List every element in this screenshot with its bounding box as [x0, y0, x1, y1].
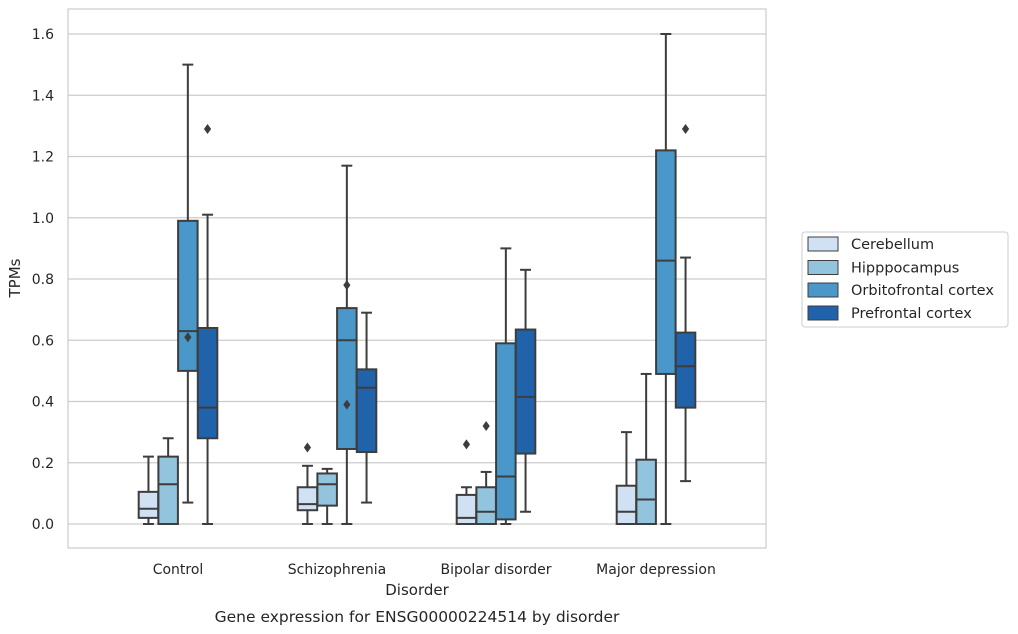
box-plot: [674, 123, 697, 483]
box-plot: [196, 123, 219, 525]
outlier-point: [303, 442, 312, 453]
box-group: [455, 247, 537, 525]
chart-caption: Gene expression for ENSG00000224514 by d…: [215, 608, 620, 626]
legend-swatch: [807, 282, 839, 298]
y-tick-label: 0.8: [32, 272, 54, 288]
legend: Cerebellum Hipppocampus Orbitofrontal cort…: [801, 231, 1009, 328]
x-tick-label: Major depression: [596, 562, 716, 578]
y-tick-label: 1.0: [32, 211, 54, 227]
y-tick-label: 0.4: [32, 395, 54, 411]
legend-label: Hipppocampus: [851, 261, 959, 277]
box: [674, 331, 697, 409]
legend-label: Orbitofrontal cortex: [851, 283, 994, 299]
legend-entry: Cerebellum: [807, 236, 934, 253]
x-tick-labels: Control Schizophrenia Bipolar disorder Majo…: [153, 562, 716, 578]
box-plot: [635, 372, 657, 525]
legend-frame: [801, 231, 1009, 328]
box: [475, 486, 497, 525]
box-plot: [514, 268, 537, 513]
box: [514, 328, 537, 455]
box-plot: [615, 431, 638, 525]
box: [316, 472, 338, 507]
box-plot: [655, 33, 677, 525]
plot-frame: [67, 8, 767, 549]
box-plot: [157, 437, 179, 525]
box: [655, 149, 677, 375]
legend-swatch: [807, 260, 839, 275]
y-tick-label: 1.4: [32, 88, 54, 104]
x-tick-label: Control: [153, 562, 204, 578]
outlier-point: [462, 439, 471, 450]
box-plot: [316, 467, 338, 525]
y-tick-label: 0.2: [32, 456, 54, 472]
legend-entry: Prefrontal cortex: [807, 305, 972, 322]
box-plot: [455, 439, 478, 525]
x-tick-label: Bipolar disorder: [440, 562, 551, 578]
outlier-point: [681, 123, 690, 134]
x-tick-label: Schizophrenia: [288, 562, 386, 578]
box: [196, 327, 219, 440]
box: [455, 493, 478, 525]
box: [495, 342, 517, 521]
outlier-point: [343, 399, 351, 410]
y-tick-label: 0.6: [32, 333, 54, 349]
legend-entry: Hipppocampus: [807, 260, 959, 277]
legend-label: Prefrontal cortex: [851, 306, 972, 322]
box: [296, 486, 319, 512]
outlier-point: [343, 280, 351, 291]
y-tick-label: 1.2: [32, 150, 54, 166]
outlier-point: [203, 123, 212, 134]
box: [615, 484, 638, 525]
box-plot: [355, 311, 378, 504]
box: [355, 368, 378, 454]
legend-swatch: [807, 236, 839, 252]
legend-entry: Orbitofrontal cortex: [807, 282, 994, 299]
box-group: [296, 164, 378, 525]
box: [137, 490, 160, 519]
outlier-point: [184, 332, 192, 343]
box-groups: [137, 33, 697, 525]
box: [177, 219, 199, 372]
legend-label: Cerebellum: [851, 237, 934, 253]
y-tick-label: 0.0: [32, 517, 54, 533]
outlier-point: [482, 421, 490, 431]
legend-swatch: [807, 305, 839, 321]
box-group: [137, 63, 219, 525]
box-plot: [475, 421, 497, 525]
y-tick-label: 1.6: [32, 27, 54, 43]
y-tick-labels: 0.0 0.2 0.4 0.6 0.8 1.0 1.2 1.4 1.6: [32, 27, 54, 533]
box-plot: [336, 164, 358, 525]
box-plot: [296, 442, 319, 525]
box: [157, 455, 179, 525]
x-axis-title: Disorder: [385, 581, 449, 599]
box: [336, 307, 358, 450]
box: [635, 458, 657, 525]
y-axis-title: TPMs: [6, 258, 24, 298]
box-group: [615, 33, 697, 525]
box-plot: [177, 63, 199, 504]
